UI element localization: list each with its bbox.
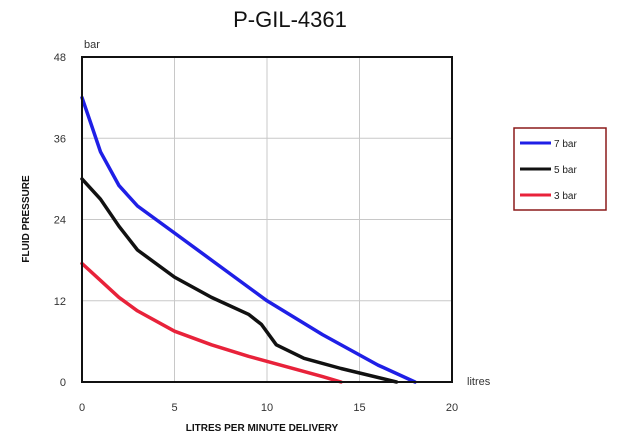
y-tick-label: 48 — [54, 52, 66, 64]
x-tick-label: 0 — [79, 402, 85, 414]
y-axis-ticks: 0 12 24 36 48 — [54, 52, 66, 389]
series-group — [80, 95, 417, 384]
chart-title: P-GIL-4361 — [233, 7, 347, 32]
legend: 7 bar 5 bar 3 bar — [513, 127, 607, 211]
y-tick-label: 24 — [54, 215, 66, 227]
series-line-5-bar — [80, 177, 399, 384]
y-tick-label: 12 — [54, 296, 66, 308]
y-tick-label: 36 — [54, 133, 66, 145]
legend-label: 3 bar — [554, 191, 577, 202]
y-axis-title: FLUID PRESSURE — [21, 175, 32, 263]
plot-frame — [81, 56, 453, 383]
y-tick-label: 0 — [60, 377, 66, 389]
y-unit-label: bar — [84, 39, 100, 51]
legend-label: 7 bar — [554, 139, 577, 150]
x-tick-label: 15 — [353, 402, 365, 414]
x-unit-label: litres — [467, 376, 491, 388]
x-axis-title: LITRES PER MINUTE DELIVERY — [186, 423, 339, 434]
grid — [82, 57, 452, 382]
x-tick-label: 10 — [261, 402, 273, 414]
series-line-3-bar — [80, 261, 343, 384]
x-tick-label: 20 — [446, 402, 458, 414]
legend-label: 5 bar — [554, 165, 577, 176]
x-tick-label: 5 — [171, 402, 177, 414]
x-axis-ticks: 0 5 10 15 20 — [79, 402, 458, 414]
series-line-7-bar — [80, 95, 417, 384]
